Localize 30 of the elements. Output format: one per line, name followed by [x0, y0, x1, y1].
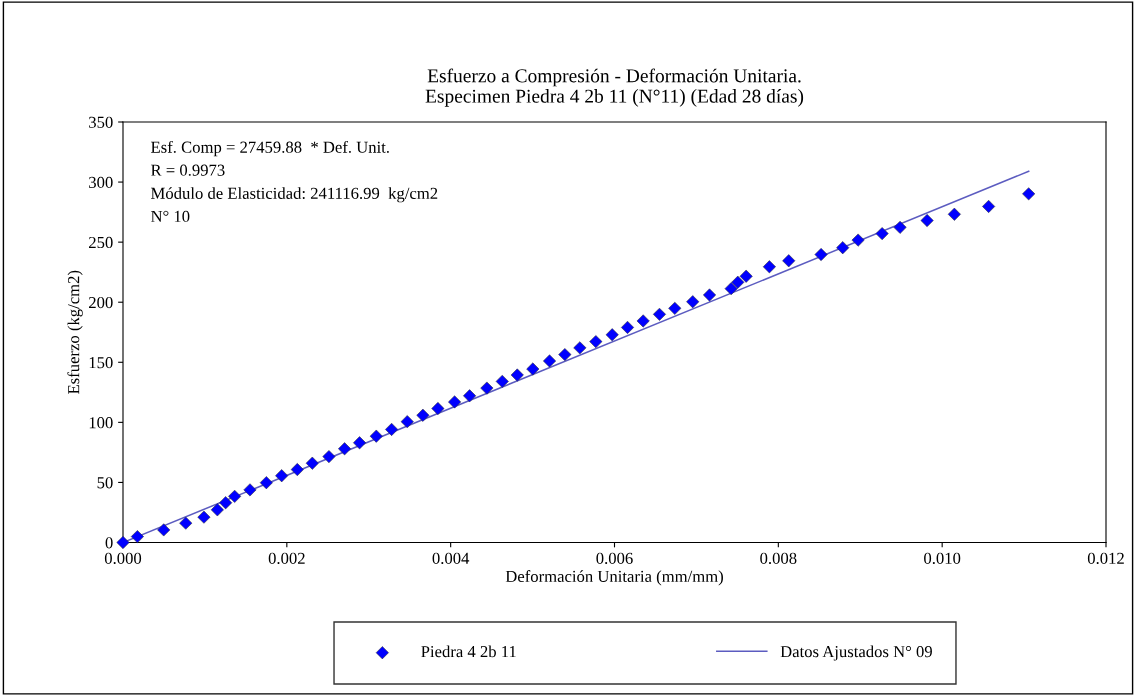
chart-title: Esfuerzo a Compresión - Deformación Unitaria. Especimen Piedra 4 2b 11 (N°11) (Edad 28 días): [425, 68, 804, 107]
annotation: Esf. Comp = 27459.88 * Def. Unit.: [151, 140, 389, 157]
x-tick-label: 0.010: [924, 552, 961, 565]
y-tick-label: 150: [89, 356, 113, 369]
y-axis-title: Esfuerzo (kg/cm2): [67, 270, 83, 395]
point: [400, 415, 414, 429]
point: [353, 436, 367, 450]
x-tick-label: 0.006: [596, 552, 633, 565]
y-tick-label: 50: [97, 477, 113, 489]
annotation: R = 0.9973: [151, 164, 225, 176]
y-tick-label: 0: [105, 537, 113, 549]
point: [605, 328, 619, 342]
x-tick-label: 0.002: [268, 552, 305, 565]
y-tick-label: 200: [89, 296, 113, 309]
y-tick-label: 350: [89, 116, 113, 128]
y-tick-label: 100: [89, 417, 113, 429]
legend-label: Piedra 4 2b 11: [421, 645, 516, 658]
x-tick-label: 0.008: [760, 552, 797, 565]
y-tick-label: 250: [89, 236, 113, 249]
x-tick-label: 0.012: [1087, 552, 1124, 565]
x-tick-label: 0.004: [432, 552, 470, 565]
x-axis-title: Deformación Unitaria (mm/mm): [505, 570, 723, 586]
y-tick-label: 300: [89, 176, 113, 189]
point: [197, 510, 211, 524]
annotation: Módulo de Elasticidad: 241116.99 kg/cm2: [151, 187, 438, 203]
legend-label: Datos Ajustados N° 09: [780, 645, 932, 661]
point: [290, 463, 304, 477]
x-tick-label: 0.000: [104, 552, 142, 565]
point: [621, 320, 635, 334]
annotation: N° 10: [151, 210, 190, 223]
